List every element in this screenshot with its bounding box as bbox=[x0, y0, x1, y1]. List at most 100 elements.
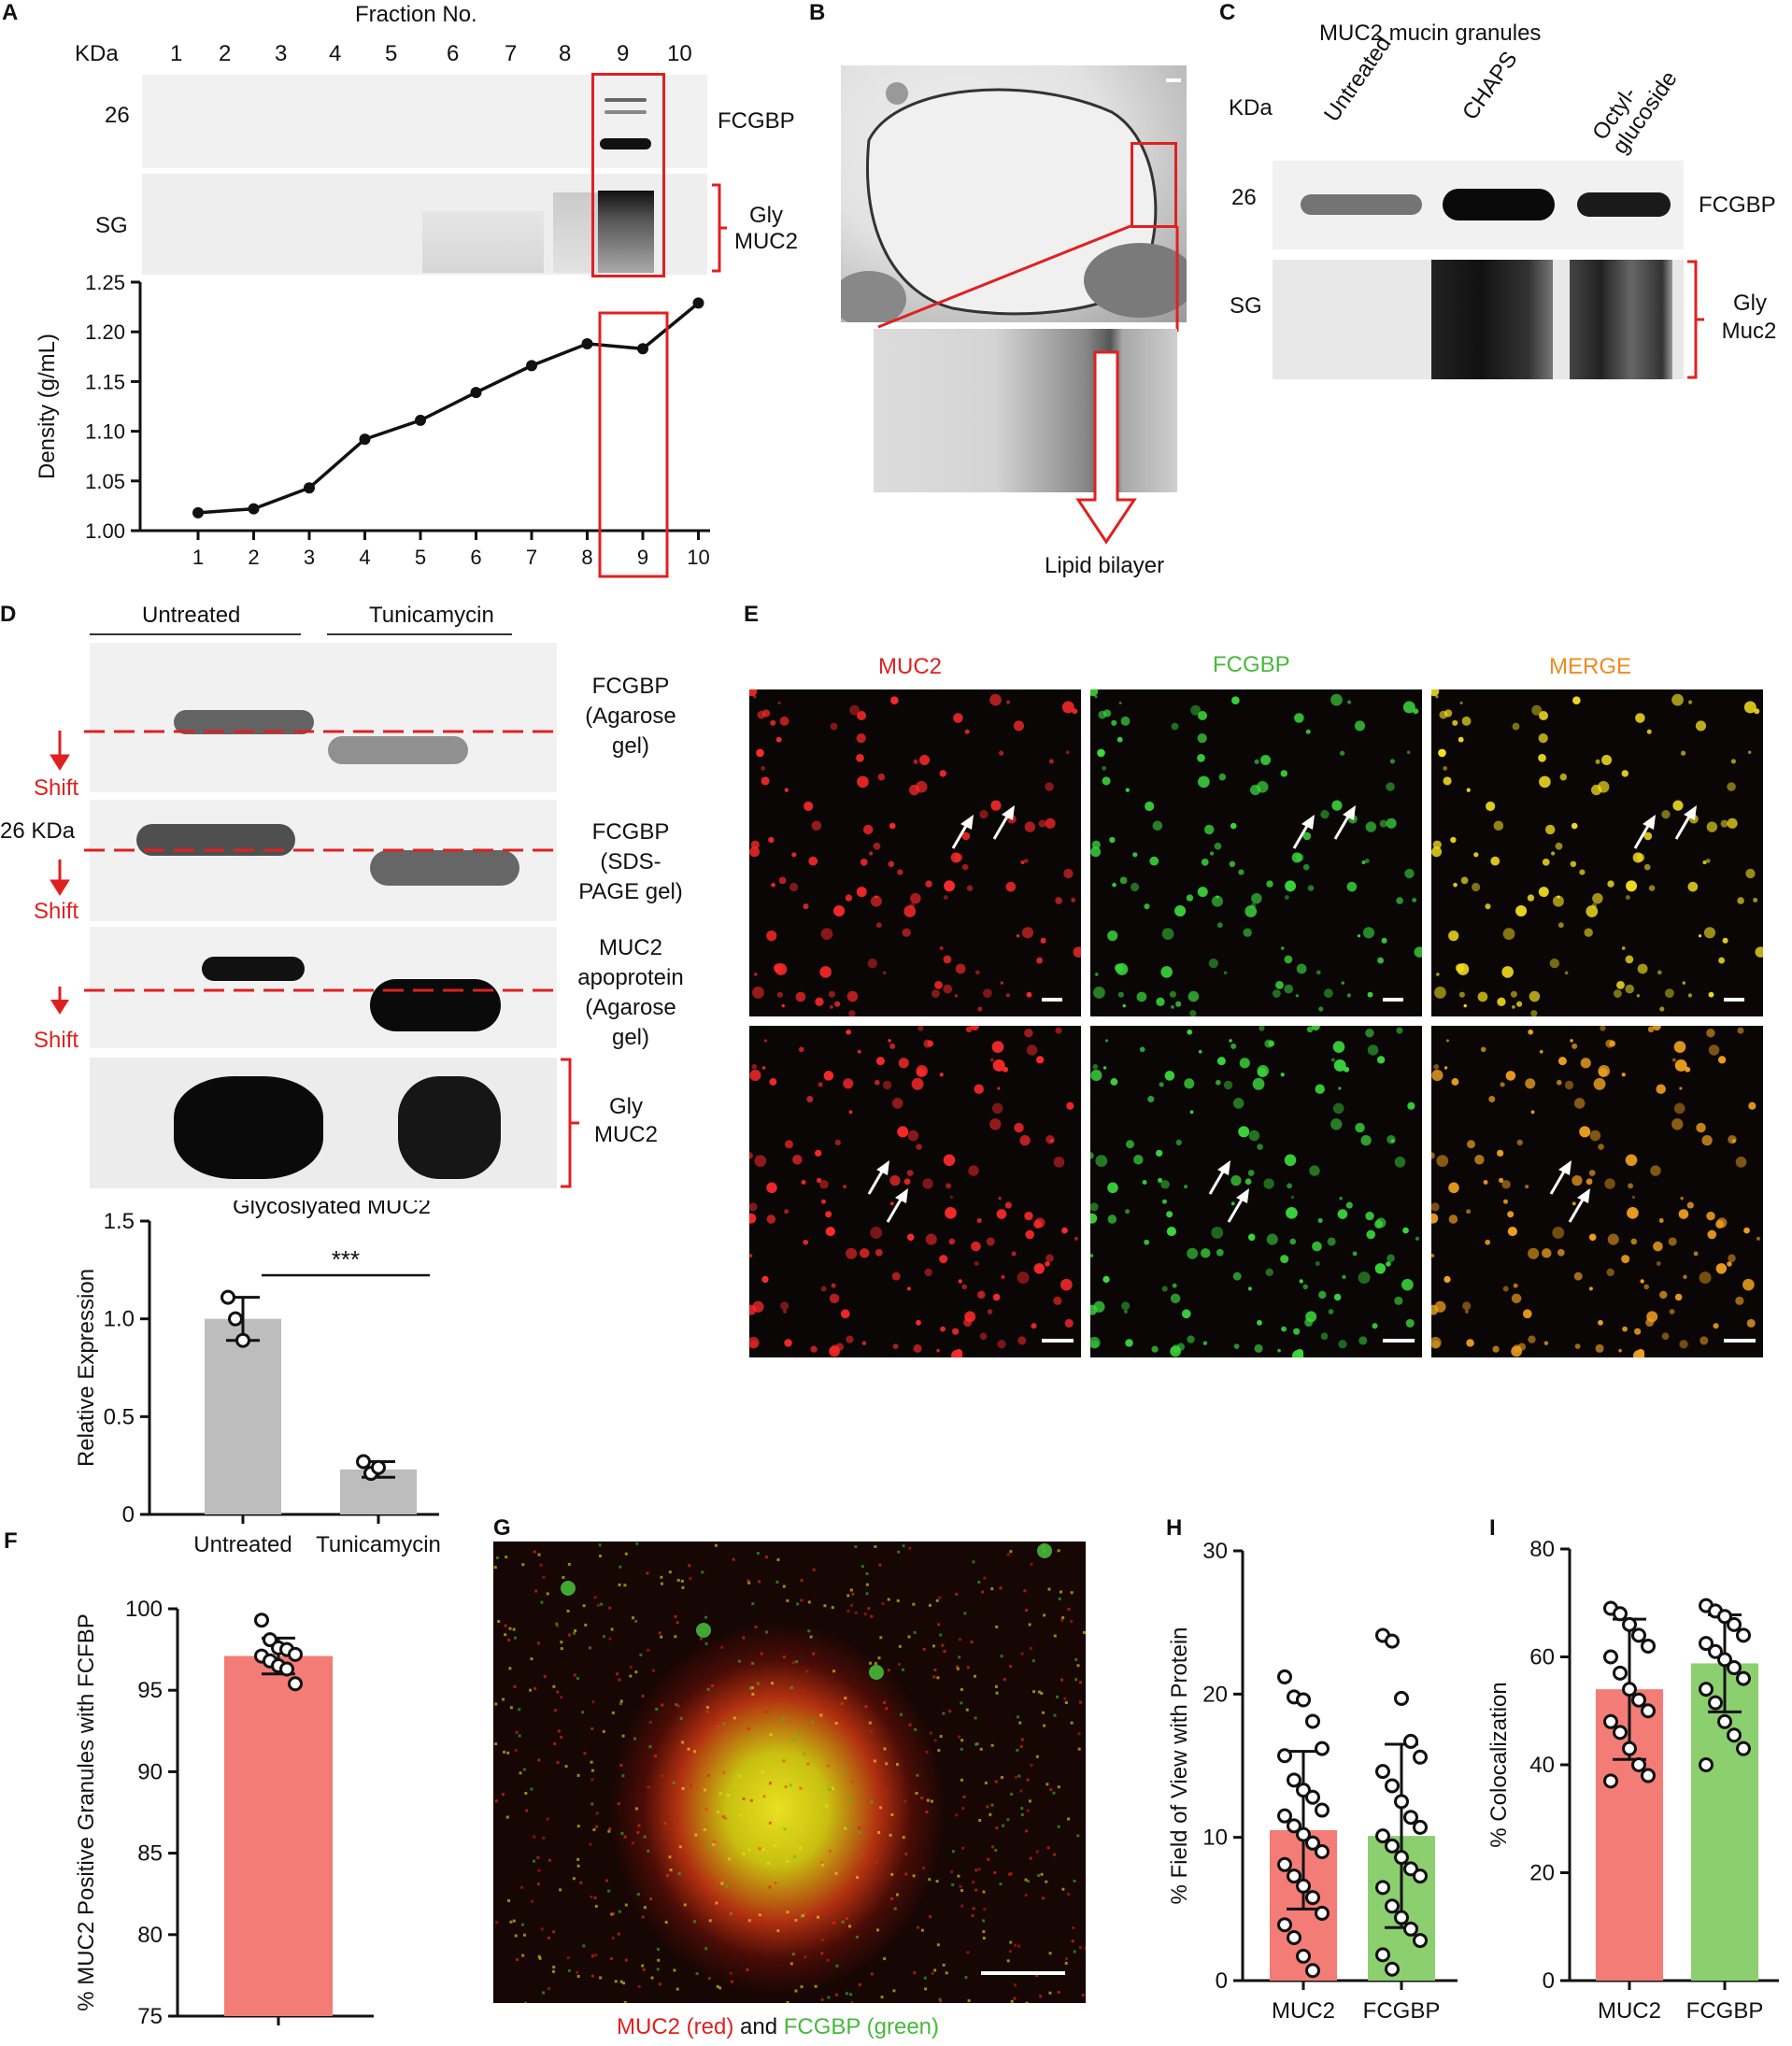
confocal-pixel bbox=[1020, 1812, 1024, 1816]
confocal-pixel bbox=[633, 1737, 637, 1741]
confocal-pixel bbox=[618, 1583, 621, 1586]
fluorescent-punctum bbox=[1656, 1260, 1661, 1266]
panel-a-label: A bbox=[2, 0, 19, 25]
confocal-pixel bbox=[556, 1690, 560, 1694]
confocal-pixel bbox=[982, 1890, 986, 1894]
fluorescent-punctum bbox=[1211, 895, 1223, 907]
confocal-pixel bbox=[977, 1868, 981, 1871]
fluorescent-punctum bbox=[1305, 729, 1311, 734]
fluorescent-punctum bbox=[1708, 991, 1714, 998]
confocal-pixel bbox=[936, 1943, 940, 1947]
confocal-pixel bbox=[513, 1636, 517, 1640]
fluorescent-punctum bbox=[1713, 1323, 1719, 1329]
fluorescent-punctum bbox=[1104, 1039, 1109, 1043]
fluorescent-punctum bbox=[1124, 1309, 1128, 1314]
d-smear-tunicamycin bbox=[398, 1076, 501, 1179]
confocal-pixel bbox=[922, 1647, 926, 1651]
fluorescent-punctum bbox=[1201, 858, 1209, 866]
fluorescent-punctum bbox=[1045, 1254, 1054, 1262]
panel-i-data-point bbox=[1631, 1757, 1646, 1772]
fluorescent-punctum bbox=[1347, 700, 1352, 704]
fluorescent-punctum bbox=[1557, 1248, 1565, 1257]
confocal-pixel bbox=[546, 1592, 549, 1596]
fluorescent-punctum bbox=[979, 1332, 988, 1341]
confocal-pixel bbox=[583, 1752, 587, 1755]
panel-d-shift-arrow-3 bbox=[50, 1000, 69, 1015]
confocal-pixel bbox=[890, 1812, 894, 1816]
panel-h-data-point bbox=[1315, 1741, 1330, 1756]
confocal-pixel bbox=[522, 1768, 526, 1771]
panel-a-x-tick-label: 1 bbox=[192, 546, 204, 569]
confocal-pixel bbox=[933, 1668, 937, 1671]
fluorescent-punctum bbox=[1607, 1233, 1619, 1245]
confocal-pixel bbox=[937, 1623, 941, 1627]
fluorescent-punctum bbox=[1606, 1268, 1614, 1277]
panel-c-blot-gly-muc2 bbox=[1273, 260, 1684, 379]
confocal-pixel bbox=[655, 1707, 659, 1711]
fluorescent-punctum bbox=[1014, 1122, 1024, 1133]
confocal-pixel bbox=[988, 1812, 992, 1816]
fluorescent-punctum bbox=[1320, 810, 1330, 819]
confocal-pixel bbox=[589, 1646, 592, 1650]
confocal-pixel bbox=[690, 1874, 693, 1878]
confocal-pixel bbox=[699, 1637, 703, 1641]
confocal-pixel bbox=[634, 1670, 638, 1674]
fluorescent-punctum bbox=[766, 1215, 776, 1224]
confocal-pixel bbox=[831, 1786, 834, 1790]
confocal-pixel bbox=[849, 1588, 853, 1592]
fluorescent-punctum bbox=[1119, 876, 1128, 885]
fluorescent-punctum bbox=[1244, 1178, 1252, 1186]
fluorescent-punctum bbox=[1130, 882, 1140, 892]
fluorescent-punctum bbox=[1249, 784, 1261, 796]
confocal-pixel bbox=[607, 1889, 611, 1893]
fluorescent-punctum bbox=[982, 988, 992, 999]
confocal-pixel bbox=[846, 1824, 849, 1827]
confocal-pixel bbox=[899, 1712, 903, 1716]
fluorescent-punctum bbox=[924, 1268, 932, 1277]
confocal-pixel bbox=[1053, 1713, 1057, 1717]
fluorescent-punctum bbox=[889, 1043, 896, 1049]
confocal-pixel bbox=[681, 1585, 685, 1589]
confocal-pixel bbox=[1008, 1950, 1012, 1954]
fluorescent-punctum bbox=[974, 1260, 979, 1266]
panel-a-x-tick-label: 5 bbox=[415, 546, 426, 569]
confocal-pixel bbox=[939, 1735, 943, 1739]
panel-a-fraction-7: 7 bbox=[505, 41, 518, 66]
confocal-pixel bbox=[592, 1828, 596, 1832]
confocal-pixel bbox=[928, 1603, 932, 1607]
panel-a-fraction-8: 8 bbox=[559, 41, 572, 66]
confocal-pixel bbox=[590, 1760, 593, 1764]
fluorescent-punctum bbox=[846, 1335, 854, 1343]
confocal-pixel bbox=[746, 1968, 749, 1971]
confocal-pixel bbox=[922, 1867, 926, 1870]
fluorescent-punctum bbox=[1431, 1069, 1444, 1082]
fluorescent-punctum bbox=[860, 1248, 870, 1258]
confocal-pixel bbox=[804, 1955, 807, 1959]
confocal-pixel bbox=[820, 1997, 824, 2001]
panel-i-data-point bbox=[1641, 1638, 1656, 1654]
confocal-pixel bbox=[1009, 1872, 1013, 1876]
fluorescent-punctum bbox=[1636, 853, 1645, 862]
fluorescent-punctum bbox=[750, 840, 760, 849]
panel-h-data-point bbox=[1394, 1794, 1409, 1810]
panel-i-data-point bbox=[1603, 1713, 1618, 1729]
fluorescent-punctum bbox=[1607, 880, 1614, 888]
fluorescent-punctum bbox=[1664, 988, 1674, 999]
fluorescent-punctum bbox=[1045, 1261, 1050, 1267]
fluorescent-punctum bbox=[1682, 981, 1686, 985]
panel-h-y-tick-label: 20 bbox=[1202, 1682, 1228, 1707]
confocal-pixel bbox=[673, 1968, 676, 1972]
fluorescent-punctum bbox=[1284, 984, 1294, 994]
fluorescent-punctum bbox=[749, 1254, 753, 1257]
fluorescent-punctum bbox=[1144, 1239, 1150, 1245]
confocal-pixel bbox=[945, 1971, 948, 1975]
confocal-pixel bbox=[1046, 1846, 1050, 1850]
fluorescent-punctum bbox=[1593, 1077, 1606, 1090]
fluorescent-punctum bbox=[1125, 788, 1130, 792]
confocal-pixel bbox=[1079, 1681, 1083, 1684]
confocal-pixel bbox=[990, 1587, 994, 1591]
confocal-pixel bbox=[1040, 1692, 1044, 1696]
fluorescent-punctum bbox=[1513, 1283, 1518, 1288]
panel-a-x-tick-label: 6 bbox=[470, 546, 481, 569]
fluorescent-punctum bbox=[1448, 1215, 1458, 1224]
